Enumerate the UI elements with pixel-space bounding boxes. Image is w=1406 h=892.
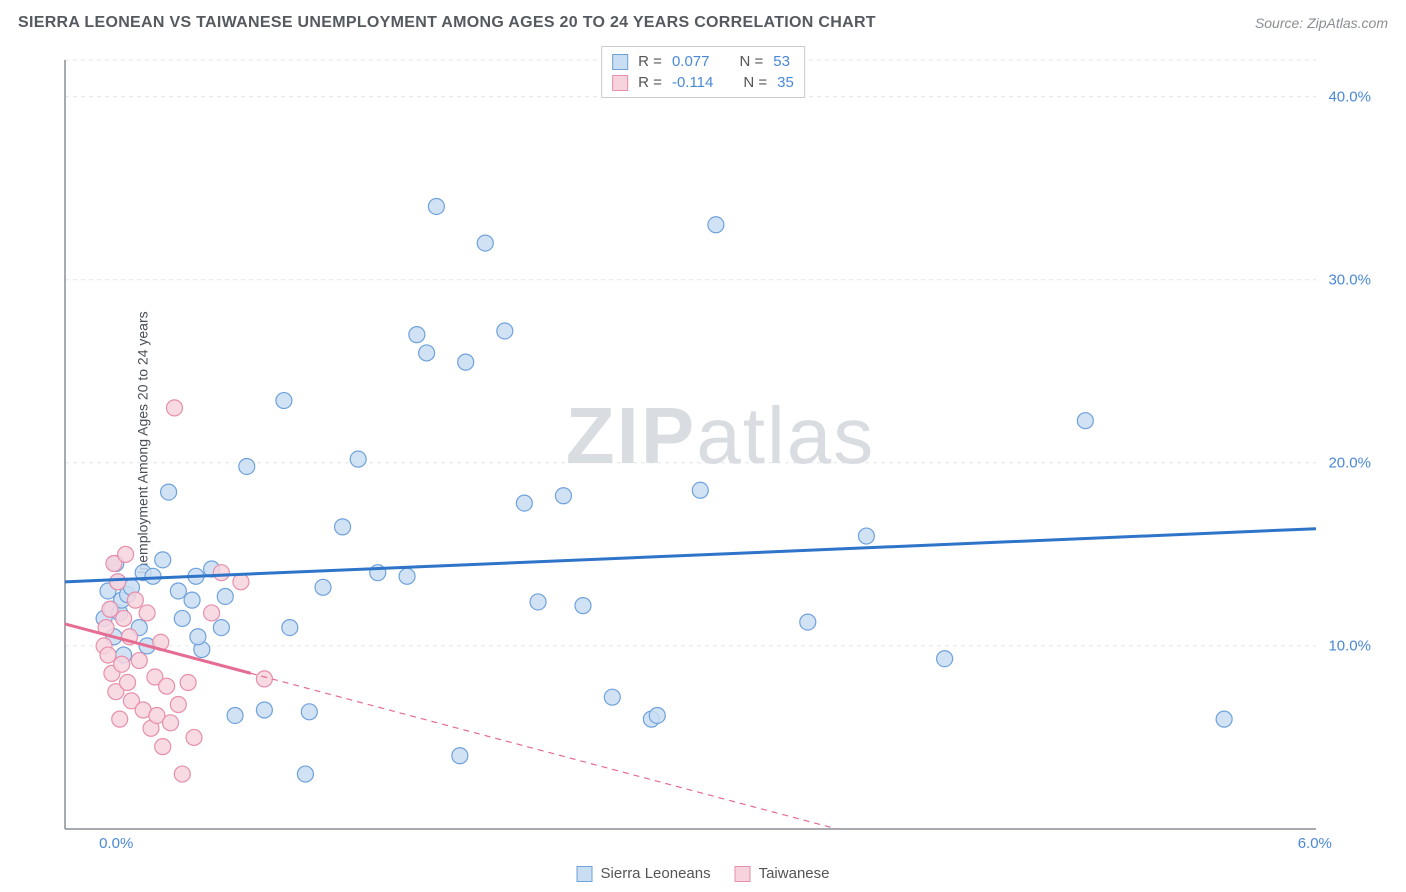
legend-swatch-1: [735, 866, 751, 882]
r-label: R =: [638, 74, 662, 91]
legend-item-0: Sierra Leoneans: [577, 865, 711, 882]
swatch-series-0: [612, 54, 628, 70]
tick-label: 10.0%: [1328, 637, 1371, 654]
chart-header: SIERRA LEONEAN VS TAIWANESE UNEMPLOYMENT…: [18, 14, 1388, 32]
stat-box: R = 0.077 N = 53 R = -0.114 N = 35: [601, 46, 805, 98]
chart-source: Source: ZipAtlas.com: [1255, 15, 1388, 31]
tick-label: 6.0%: [1298, 835, 1332, 852]
plot-area: ZIPatlas: [55, 45, 1386, 844]
chart-title: SIERRA LEONEAN VS TAIWANESE UNEMPLOYMENT…: [18, 14, 876, 32]
n-label: N =: [739, 53, 763, 70]
tick-label: 0.0%: [99, 835, 133, 852]
tick-label: 40.0%: [1328, 88, 1371, 105]
legend-item-1: Taiwanese: [735, 865, 830, 882]
r-value-1: -0.114: [672, 74, 713, 91]
legend-label-1: Taiwanese: [759, 865, 830, 882]
r-value-0: 0.077: [672, 53, 710, 70]
scatter-chart: [55, 45, 1386, 844]
legend-swatch-0: [577, 866, 593, 882]
stat-row-0: R = 0.077 N = 53: [612, 51, 794, 72]
legend-label-0: Sierra Leoneans: [601, 865, 711, 882]
swatch-series-1: [612, 75, 628, 91]
legend: Sierra Leoneans Taiwanese: [577, 865, 830, 882]
stat-row-1: R = -0.114 N = 35: [612, 72, 794, 93]
n-value-0: 53: [773, 53, 790, 70]
tick-label: 30.0%: [1328, 271, 1371, 288]
r-label: R =: [638, 53, 662, 70]
n-value-1: 35: [777, 74, 794, 91]
tick-label: 20.0%: [1328, 454, 1371, 471]
n-label: N =: [743, 74, 767, 91]
